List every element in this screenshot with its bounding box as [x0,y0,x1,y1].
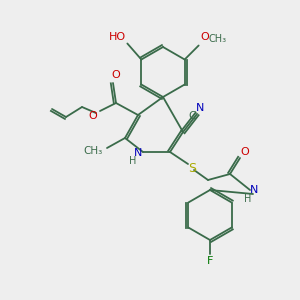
Text: CH₃: CH₃ [208,34,227,44]
Text: F: F [207,256,213,266]
Text: O: O [200,32,209,43]
Text: HO: HO [109,32,126,43]
Text: O: O [241,147,249,157]
Text: H: H [129,156,137,166]
Text: H: H [244,194,252,204]
Text: N: N [196,103,204,113]
Text: C: C [188,111,196,121]
Text: S: S [188,161,196,175]
Text: CH₃: CH₃ [83,146,103,156]
Text: N: N [134,148,142,158]
Text: O: O [88,111,98,121]
Text: O: O [112,70,120,80]
Text: N: N [250,185,258,195]
